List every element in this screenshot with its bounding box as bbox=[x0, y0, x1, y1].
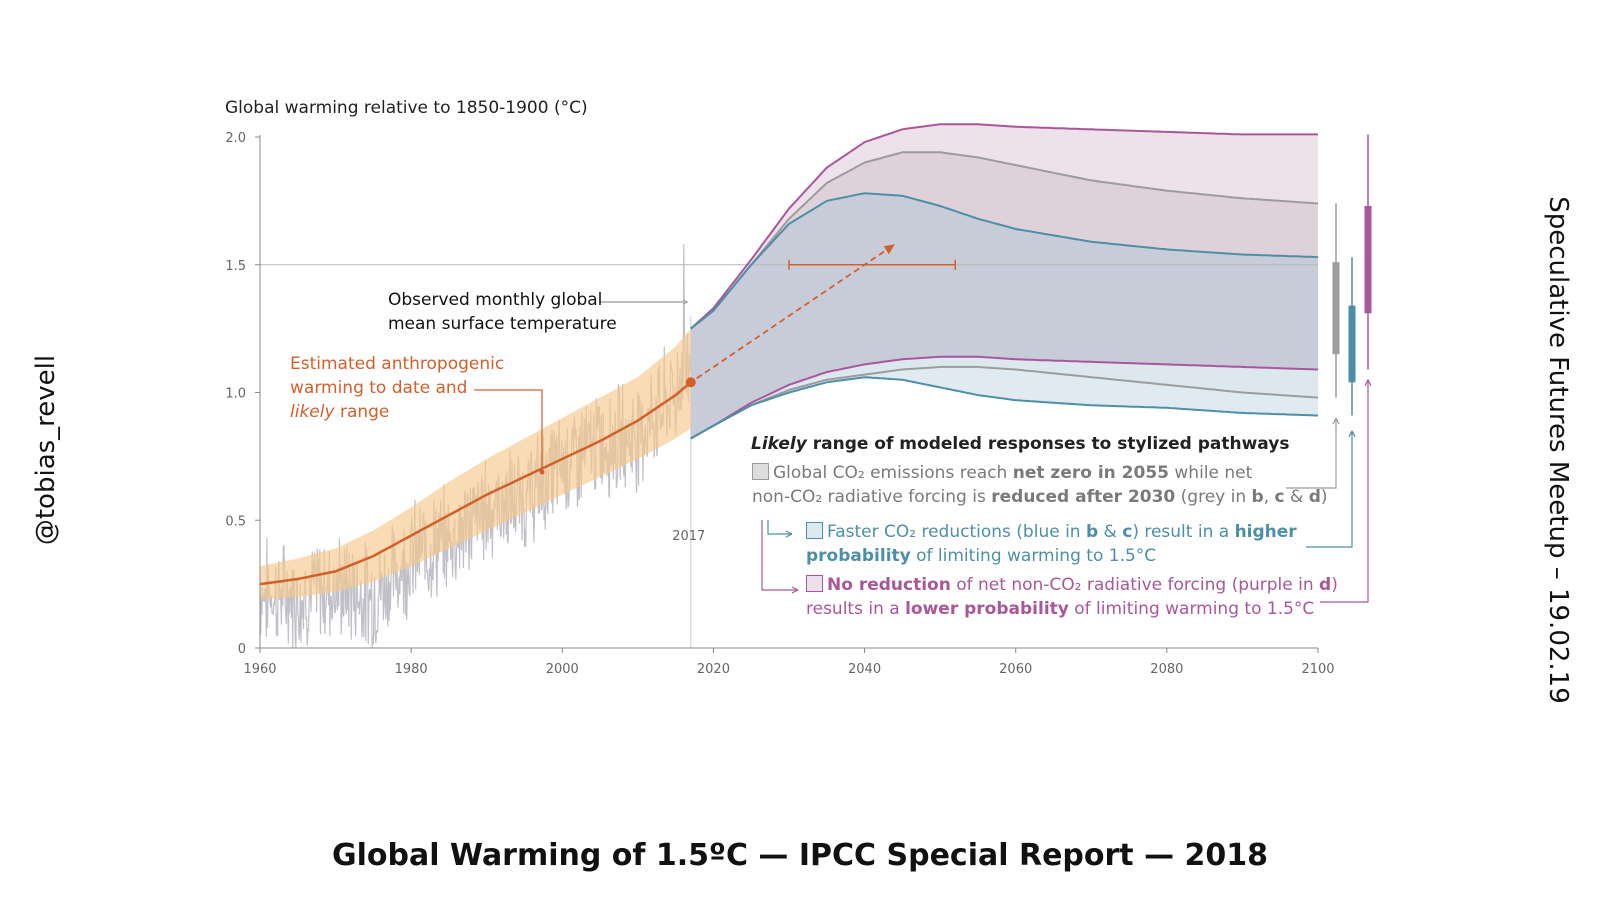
y-tick-label: 0 bbox=[238, 642, 246, 657]
grey-leader-arrow bbox=[1332, 417, 1340, 425]
blue-swatch bbox=[806, 522, 823, 539]
slide-caption: Global Warming of 1.5ºC — IPCC Special R… bbox=[331, 838, 1269, 873]
y-tick-label: 0.5 bbox=[225, 514, 246, 529]
pathway-blue-lower-line bbox=[690, 376, 1319, 440]
anthropogenic-label-line-1: Estimated anthropogenic bbox=[290, 354, 505, 374]
legend-title-rest: range of modeled responses to stylized p… bbox=[806, 434, 1290, 454]
purple-leader bbox=[1320, 379, 1369, 603]
anthropogenic-central-line bbox=[259, 381, 692, 586]
annotations bbox=[474, 299, 1372, 603]
x-tick-label: 2100 bbox=[1301, 662, 1334, 677]
grey-swatch bbox=[752, 463, 769, 480]
pathway-grey-lower-line bbox=[690, 365, 1319, 440]
x-tick-label: 2020 bbox=[697, 662, 730, 677]
purple-swatch bbox=[806, 575, 823, 592]
blue-leader-arrow bbox=[1348, 430, 1356, 438]
overlap-band bbox=[690, 193, 1318, 439]
observed-leader-dot bbox=[682, 299, 689, 305]
year-2017-label: 2017 bbox=[672, 529, 705, 544]
y-tick-label: 2.0 bbox=[225, 131, 246, 146]
x-tick-label: 1980 bbox=[395, 662, 428, 677]
likely-italic: likely bbox=[290, 402, 335, 422]
pathway-purple-lower-line bbox=[690, 355, 1319, 440]
observed-label: Observed monthly global mean surface temp… bbox=[388, 290, 617, 334]
anthropogenic-leader-dot bbox=[539, 469, 545, 475]
y-tick-label: 1.5 bbox=[225, 259, 246, 274]
grey-likely-box bbox=[1332, 262, 1340, 355]
blue-branch-arrow bbox=[785, 530, 793, 538]
blue-likely-box bbox=[1348, 305, 1356, 383]
anthropogenic-series bbox=[259, 243, 957, 600]
x-tick-label: 2060 bbox=[999, 662, 1032, 677]
axes: 0 0.5 1.0 1.5 2.0 1960 1980 2000 2020 2040 2060 208… bbox=[225, 98, 1335, 677]
anthropogenic-label: Estimated anthropogenic warming to date … bbox=[290, 352, 504, 424]
blue-branch-leader bbox=[767, 520, 792, 535]
anthropogenic-label-line-3: likely range bbox=[290, 402, 390, 422]
anthropogenic-label-line-2: warming to date and bbox=[290, 378, 468, 398]
x-tick-label: 2080 bbox=[1150, 662, 1183, 677]
legend-title: Likely range of modeled responses to sty… bbox=[751, 432, 1289, 456]
event-label: Speculative Futures Meetup – 19.02.19 bbox=[1543, 196, 1573, 704]
legend-blue: Faster CO₂ reductions (blue in b & c) re… bbox=[806, 522, 1297, 566]
pathway-grey-upper-line bbox=[690, 151, 1319, 330]
x-tick-label: 2000 bbox=[546, 662, 579, 677]
anthropogenic-leader bbox=[474, 389, 543, 470]
purple-branch-leader bbox=[761, 520, 798, 591]
blue-leader bbox=[1306, 430, 1353, 548]
pathway-lines bbox=[690, 123, 1319, 440]
legend-purple: No reduction of net non-CO₂ radiative fo… bbox=[806, 575, 1338, 619]
pathway-blue-upper-line bbox=[690, 192, 1319, 330]
legend-title-italic: Likely bbox=[751, 434, 807, 454]
purple-branch-arrow bbox=[791, 586, 799, 594]
grey-leader bbox=[1286, 418, 1337, 489]
x-tick-label: 1960 bbox=[243, 662, 276, 677]
purple-likely-box bbox=[1364, 205, 1372, 314]
y-axis-title: Global warming relative to 1850-1900 (°C… bbox=[225, 98, 588, 118]
anthropogenic-2017-point bbox=[685, 377, 696, 388]
legend-grey: Global CO₂ emissions reach net zero in 2… bbox=[752, 463, 1328, 507]
range-bars-2100 bbox=[1332, 134, 1372, 416]
author-handle: @tobias_revell bbox=[31, 354, 61, 546]
x-tick-label: 2040 bbox=[848, 662, 881, 677]
y-tick-label: 1.0 bbox=[225, 387, 246, 402]
anthropogenic-likely-range bbox=[260, 328, 691, 600]
projection-arrow-head bbox=[883, 244, 895, 255]
purple-leader-arrow bbox=[1364, 379, 1372, 386]
pathway-purple-upper-line bbox=[690, 123, 1318, 330]
